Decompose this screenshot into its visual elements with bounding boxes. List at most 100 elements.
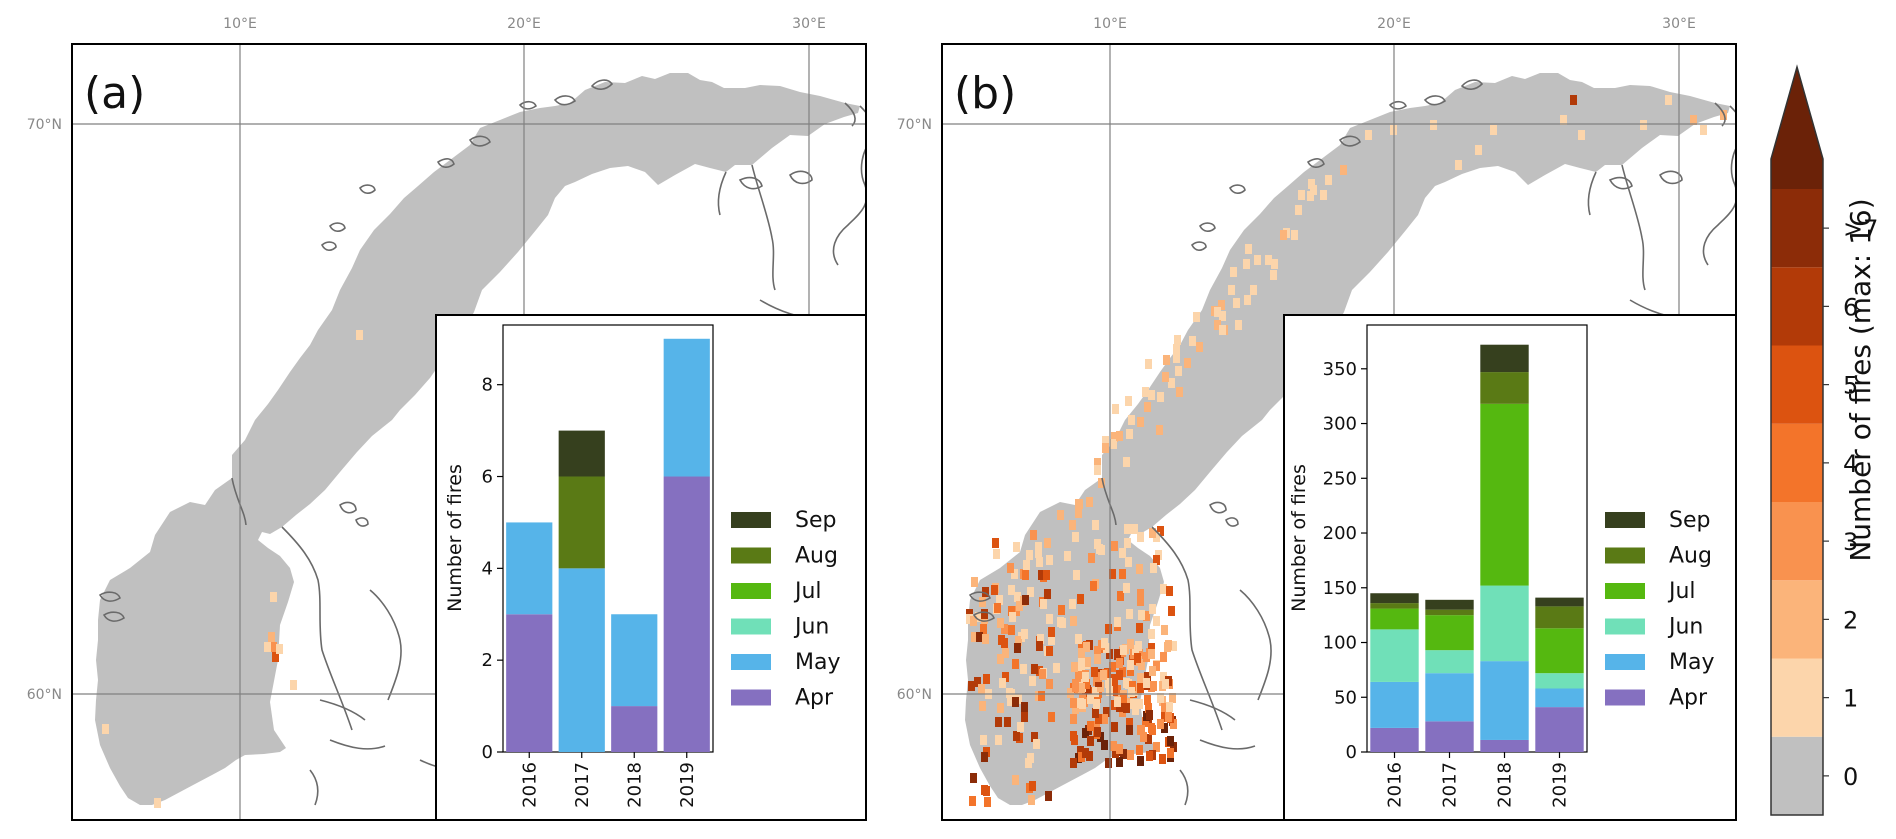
fire-cell	[1083, 642, 1090, 652]
fire-cell	[154, 798, 161, 808]
fire-cell	[1105, 624, 1112, 634]
fire-cell	[1086, 497, 1093, 507]
fire-cell	[1082, 728, 1089, 738]
bar-segment-sep	[558, 430, 605, 477]
fire-cell	[1132, 645, 1139, 655]
panel-label-a: (a)	[84, 68, 145, 119]
colorbar-tick-label: 5	[1843, 372, 1858, 400]
y-tick-label: 6	[482, 467, 493, 488]
fire-cell	[1142, 387, 1149, 397]
colorbar-tick-label: >7	[1843, 215, 1878, 243]
fire-cell	[1184, 358, 1191, 368]
fire-cell	[1143, 678, 1150, 688]
fire-cell	[1112, 748, 1119, 758]
fire-cell	[1161, 703, 1168, 713]
fire-cell	[971, 632, 978, 642]
fire-cell	[1148, 390, 1155, 400]
fire-cell	[1150, 563, 1157, 573]
fire-cell	[1015, 636, 1022, 646]
fire-cell	[1092, 687, 1099, 697]
fire-cell	[1137, 673, 1144, 683]
legend-swatch-apr	[1605, 689, 1645, 706]
fire-cell	[1071, 735, 1078, 745]
fire-cell	[1028, 795, 1035, 805]
fire-cell	[1094, 646, 1101, 656]
colorbar-tick-label: 6	[1843, 293, 1858, 321]
fire-cell	[1136, 699, 1143, 709]
fire-cell	[1123, 703, 1130, 713]
fire-cell	[1078, 752, 1085, 762]
colorbar: 0 1 2 3 4 5 6 >7	[1770, 64, 1878, 816]
fire-cell	[971, 577, 978, 587]
fire-cell	[1161, 625, 1168, 635]
lon-tick-label: 30°E	[1662, 16, 1696, 32]
legend-label-apr: Apr	[1669, 686, 1708, 711]
fire-cell	[1137, 596, 1144, 606]
fire-cell	[264, 642, 271, 652]
colorbar-segment	[1771, 658, 1823, 737]
fire-cell	[974, 677, 981, 687]
fire-cell	[1002, 672, 1009, 682]
fire-cell	[1105, 678, 1112, 688]
fire-cell	[1102, 436, 1109, 446]
legend-label-may: May	[795, 650, 840, 675]
legend-swatch-sep	[731, 512, 771, 528]
fire-cell	[1111, 686, 1118, 696]
fire-cell	[1130, 699, 1137, 709]
fire-cell	[1127, 660, 1134, 670]
fire-cell	[1048, 712, 1055, 722]
fire-cell	[1035, 548, 1042, 558]
fire-cell	[268, 632, 275, 642]
fire-cell	[1127, 639, 1134, 649]
fire-cell	[1700, 125, 1707, 135]
fire-cell	[1153, 661, 1160, 671]
fire-cell	[1137, 589, 1144, 599]
fire-cell	[356, 330, 363, 340]
inset-a-legend: Sep Aug Jul Jun May Apr	[731, 508, 840, 711]
fire-cell	[1067, 688, 1074, 698]
fire-cell	[1214, 320, 1221, 330]
fire-cell	[1310, 185, 1317, 195]
fire-cell	[1133, 684, 1140, 694]
inset-b-bars: 2016 2017 2018 2019 0 50 100 150 200 250 300 350	[1323, 344, 1584, 808]
bar-segment-apr	[1480, 739, 1529, 752]
legend-label-sep: Sep	[1669, 508, 1710, 533]
fire-cell	[1136, 745, 1143, 755]
fire-cell	[1120, 693, 1127, 703]
fire-cell	[1101, 638, 1108, 648]
fire-cell	[1250, 285, 1257, 295]
fire-cell	[1340, 165, 1347, 175]
fire-cell	[1046, 614, 1053, 624]
fire-cell	[1075, 634, 1082, 644]
fire-cell	[1009, 612, 1016, 622]
lon-tick-label: 20°E	[1377, 16, 1411, 32]
fire-cell	[1131, 524, 1138, 534]
fire-cell	[1021, 702, 1028, 712]
fire-cell	[1144, 695, 1151, 705]
fire-cell	[981, 752, 988, 762]
bar-segment-apr	[611, 706, 658, 752]
fire-cell	[1140, 732, 1147, 742]
x-tick-label: 2017	[1440, 762, 1461, 808]
fire-cell	[1072, 532, 1079, 542]
colorbar-outline	[1770, 64, 1824, 816]
fire-cell	[976, 632, 983, 642]
colorbar-extend-arrow	[1771, 67, 1823, 189]
fire-cell	[1071, 662, 1078, 672]
fire-cell	[1168, 606, 1175, 616]
fire-cell	[1044, 538, 1051, 548]
fire-cell	[1173, 344, 1180, 354]
fire-cell	[979, 597, 986, 607]
legend-label-apr: Apr	[795, 686, 834, 711]
y-tick-label: 350	[1323, 359, 1357, 380]
lon-tick-label: 20°E	[507, 16, 541, 32]
fire-cell	[1270, 270, 1277, 280]
fire-cell	[1109, 662, 1116, 672]
y-tick-label: 100	[1323, 633, 1357, 654]
fire-cell	[1116, 757, 1123, 767]
fire-cell	[1008, 585, 1015, 595]
inset-chart-a: 2016 2017 2018 2019 0 2 4 6 8 Number of fires Se…	[435, 314, 867, 821]
colorbar-tick-label: 2	[1843, 606, 1858, 634]
fire-cell	[1031, 664, 1038, 674]
fire-cell	[1153, 555, 1160, 565]
